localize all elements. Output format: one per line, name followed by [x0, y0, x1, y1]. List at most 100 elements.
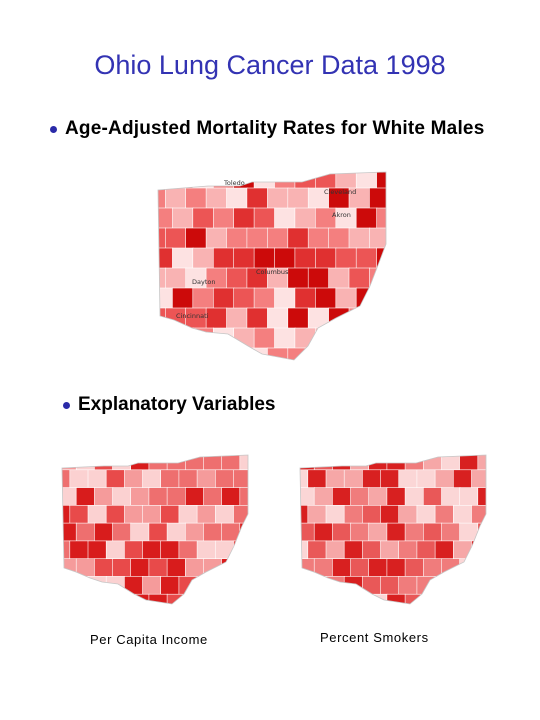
income-county: [160, 540, 180, 560]
mortality-county: [369, 227, 386, 249]
page-title: Ohio Lung Cancer Data 1998: [94, 50, 446, 80]
mortality-county: [205, 227, 228, 249]
smokers-county: [459, 558, 479, 578]
income-county: [142, 469, 162, 489]
city-label-cincinnati: Cincinnati: [176, 312, 209, 320]
income-map-caption: Per Capita Income: [90, 632, 208, 647]
smokers-county: [307, 540, 327, 560]
smokers-county: [380, 576, 400, 596]
income-county: [69, 576, 89, 596]
mortality-county: [335, 247, 358, 269]
income-county: [69, 504, 89, 524]
mortality-county: [376, 172, 386, 189]
mortality-county: [274, 327, 296, 349]
smokers-county: [404, 522, 425, 542]
income-county: [166, 487, 187, 507]
mortality-county: [287, 307, 310, 329]
mortality-county: [172, 327, 194, 349]
mortality-county: [274, 287, 296, 309]
income-county: [233, 540, 248, 560]
ohio-mortality-map: Toledo Cleveland Akron Columbus Dayton C…: [157, 171, 387, 361]
income-county: [160, 504, 180, 524]
income-county: [94, 593, 114, 604]
mortality-county: [274, 207, 296, 229]
income-county: [215, 469, 235, 489]
mortality-county: [246, 187, 269, 209]
mortality-county: [233, 247, 255, 269]
bullet-mortality: Age-Adjusted Mortality Rates for White M…: [50, 118, 484, 140]
income-county: [130, 522, 150, 542]
income-county: [178, 504, 198, 524]
smokers-county: [471, 504, 486, 524]
mortality-county: [328, 307, 350, 329]
income-county: [75, 487, 96, 507]
income-county: [62, 487, 78, 507]
smokers-county: [368, 487, 388, 507]
mortality-county: [226, 267, 248, 289]
mortality-county: [315, 247, 337, 269]
smokers-county: [453, 504, 473, 524]
income-county: [105, 576, 126, 596]
mortality-county: [355, 172, 378, 189]
income-county: [203, 593, 223, 604]
city-label-akron: Akron: [332, 211, 351, 219]
smokers-county: [313, 522, 334, 542]
smokers-county: [398, 576, 418, 596]
mortality-county: [369, 267, 386, 289]
smokers-county: [453, 469, 473, 489]
smokers-county: [453, 576, 473, 596]
smokers-county: [362, 504, 382, 524]
income-county: [166, 455, 187, 471]
income-county: [221, 522, 241, 542]
mortality-county: [267, 227, 289, 249]
mortality-county: [294, 207, 317, 229]
mortality-county: [158, 247, 174, 269]
income-county: [203, 558, 223, 578]
smokers-county: [459, 487, 479, 507]
mortality-county: [287, 227, 310, 249]
income-county: [178, 576, 198, 596]
income-county: [196, 576, 217, 596]
income-county: [142, 576, 162, 596]
mortality-county: [158, 347, 167, 360]
smokers-county: [307, 504, 327, 524]
income-county: [94, 522, 114, 542]
mortality-county: [253, 287, 276, 309]
smokers-county: [300, 522, 316, 542]
mortality-county: [253, 247, 276, 269]
smokers-county: [368, 558, 388, 578]
smokers-county: [386, 487, 406, 507]
mortality-county: [158, 172, 174, 189]
mortality-county: [226, 307, 248, 329]
smokers-county: [343, 504, 364, 524]
smokers-county: [404, 558, 425, 578]
smokers-county: [416, 469, 436, 489]
income-county: [233, 576, 248, 596]
smokers-county: [380, 540, 400, 560]
mortality-county: [158, 327, 174, 349]
income-county: [75, 522, 96, 542]
mortality-county: [212, 247, 235, 269]
smokers-county: [300, 558, 316, 578]
smokers-county: [350, 455, 370, 471]
smokers-county: [471, 540, 486, 560]
income-county: [185, 455, 205, 471]
smokers-county: [343, 576, 364, 596]
income-county: [130, 455, 150, 471]
mortality-county: [253, 172, 276, 189]
smokers-county: [477, 487, 486, 507]
smokers-county: [423, 522, 443, 542]
mortality-county: [205, 307, 228, 329]
mortality-county: [267, 187, 289, 209]
income-county: [87, 504, 108, 524]
mortality-county: [185, 227, 207, 249]
income-county: [203, 522, 223, 542]
income-county: [75, 558, 96, 578]
ohio-income-map: [61, 454, 249, 605]
mortality-county: [355, 207, 378, 229]
smokers-county: [477, 593, 486, 604]
smokers-county: [416, 576, 436, 596]
income-county: [185, 593, 205, 604]
mortality-county: [226, 187, 248, 209]
mortality-county: [274, 247, 296, 269]
